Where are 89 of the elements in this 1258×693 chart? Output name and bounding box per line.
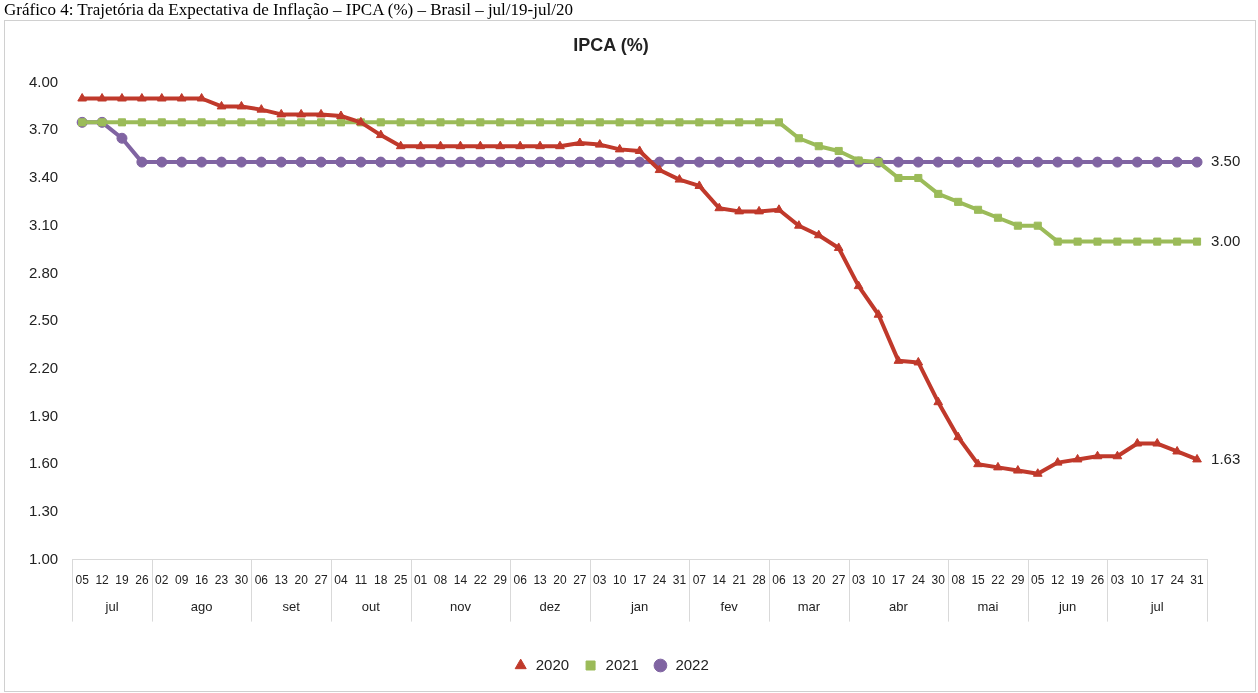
x-tick-label: 13 — [533, 573, 548, 588]
legend-label: 2022 — [675, 655, 709, 673]
x-tick-label: 17 — [632, 573, 647, 588]
y-tick-label: 1.90 — [28, 406, 59, 424]
x-tick-label: 30 — [931, 573, 946, 588]
text: abr — [889, 599, 909, 615]
text: jan — [629, 599, 649, 615]
text: set — [282, 599, 301, 615]
x-tick-label: 19 — [115, 573, 129, 588]
x-tick-label: 19 — [1070, 573, 1085, 588]
data-label: 1.63 — [1211, 449, 1241, 467]
x-tick-label: 28 — [752, 573, 767, 588]
x-tick-label: 23 — [214, 573, 229, 588]
y-tick-label: 2.80 — [28, 263, 59, 281]
x-tick-label: 16 — [194, 573, 209, 588]
x-tick-label: 27 — [832, 573, 846, 588]
x-tick-label: 02 — [155, 573, 169, 588]
chart-title: IPCA (%) — [573, 34, 649, 55]
data-label: 3.00 — [1211, 231, 1241, 249]
x-tick-label: 31 — [672, 573, 687, 588]
x-tick-label: 24 — [652, 573, 667, 588]
x-tick-label: 27 — [573, 573, 587, 588]
text: jul — [104, 599, 119, 615]
x-tick-label: 20 — [553, 573, 567, 588]
text: fev — [720, 599, 739, 615]
x-tick-label: 14 — [453, 573, 468, 588]
x-tick-label: 27 — [314, 573, 329, 588]
y-tick-label: 4.00 — [28, 72, 59, 90]
y-tick-label: 1.00 — [28, 549, 59, 567]
x-tick-label: 12 — [1051, 573, 1065, 588]
legend-label: 2020 — [535, 655, 570, 673]
legend-label: 2021 — [605, 655, 639, 673]
y-tick-label: 3.70 — [28, 120, 59, 138]
x-tick-label: 26 — [135, 573, 149, 588]
x-tick-label: 20 — [294, 573, 309, 588]
y-tick-label: 2.50 — [28, 311, 59, 329]
text: jul — [1149, 599, 1164, 615]
data-label: 3.50 — [1211, 152, 1241, 170]
x-tick-label: 25 — [394, 573, 408, 588]
x-tick-label: 21 — [732, 573, 747, 588]
y-tick-label: 3.10 — [28, 215, 59, 233]
text: jun — [1057, 599, 1077, 615]
x-tick-label: 15 — [971, 573, 986, 588]
y-tick-label: 1.30 — [28, 502, 59, 520]
x-tick-label: 03 — [1110, 573, 1125, 588]
text: out — [361, 599, 381, 615]
x-tick-label: 03 — [593, 573, 607, 588]
x-tick-label: 07 — [692, 573, 707, 588]
x-tick-label: 06 — [772, 573, 786, 588]
x-tick-label: 17 — [1150, 573, 1165, 588]
x-tick-label: 03 — [851, 573, 866, 588]
x-tick-label: 10 — [1130, 573, 1145, 588]
x-tick-label: 10 — [871, 573, 886, 588]
x-tick-label: 18 — [374, 573, 388, 588]
x-tick-label: 06 — [254, 573, 269, 588]
x-tick-label: 29 — [1011, 573, 1025, 588]
x-tick-label: 06 — [513, 573, 528, 588]
x-tick-label: 08 — [951, 573, 966, 588]
x-tick-label: 10 — [613, 573, 627, 588]
x-tick-label: 30 — [234, 573, 249, 588]
y-tick-label: 1.60 — [28, 454, 59, 472]
text: ago — [190, 599, 213, 615]
y-tick-label: 3.40 — [28, 168, 59, 186]
x-tick-label: 01 — [413, 573, 428, 588]
x-tick-label: 05 — [1031, 573, 1045, 588]
x-tick-label: 05 — [75, 573, 90, 588]
x-tick-label: 14 — [712, 573, 727, 588]
x-tick-label: 31 — [1190, 573, 1205, 588]
y-tick-label: 2.20 — [28, 358, 59, 376]
x-tick-label: 29 — [493, 573, 508, 588]
x-tick-label: 12 — [95, 573, 110, 588]
text: mar — [797, 599, 821, 615]
x-tick-label: 09 — [175, 573, 189, 588]
x-tick-label: 24 — [911, 573, 926, 588]
x-tick-label: 26 — [1090, 573, 1105, 588]
x-tick-label: 20 — [812, 573, 826, 588]
x-tick-label: 04 — [334, 573, 348, 588]
text: mai — [977, 599, 999, 615]
x-tick-label: 13 — [274, 573, 289, 588]
x-tick-label: 08 — [433, 573, 448, 588]
x-tick-label: 22 — [473, 573, 488, 588]
x-tick-label: 22 — [991, 573, 1005, 588]
x-tick-label: 17 — [891, 573, 906, 588]
text: dez — [539, 599, 561, 615]
text: Gráfico 4: Trajetória da Expectativa de Inflação – IPCA (%) – Brasil – jul/19-jul/20 — [3, 0, 574, 20]
text: nov — [449, 599, 472, 615]
x-tick-label: 13 — [792, 573, 806, 588]
x-tick-label: 11 — [354, 573, 368, 588]
x-tick-label: 24 — [1170, 573, 1185, 588]
